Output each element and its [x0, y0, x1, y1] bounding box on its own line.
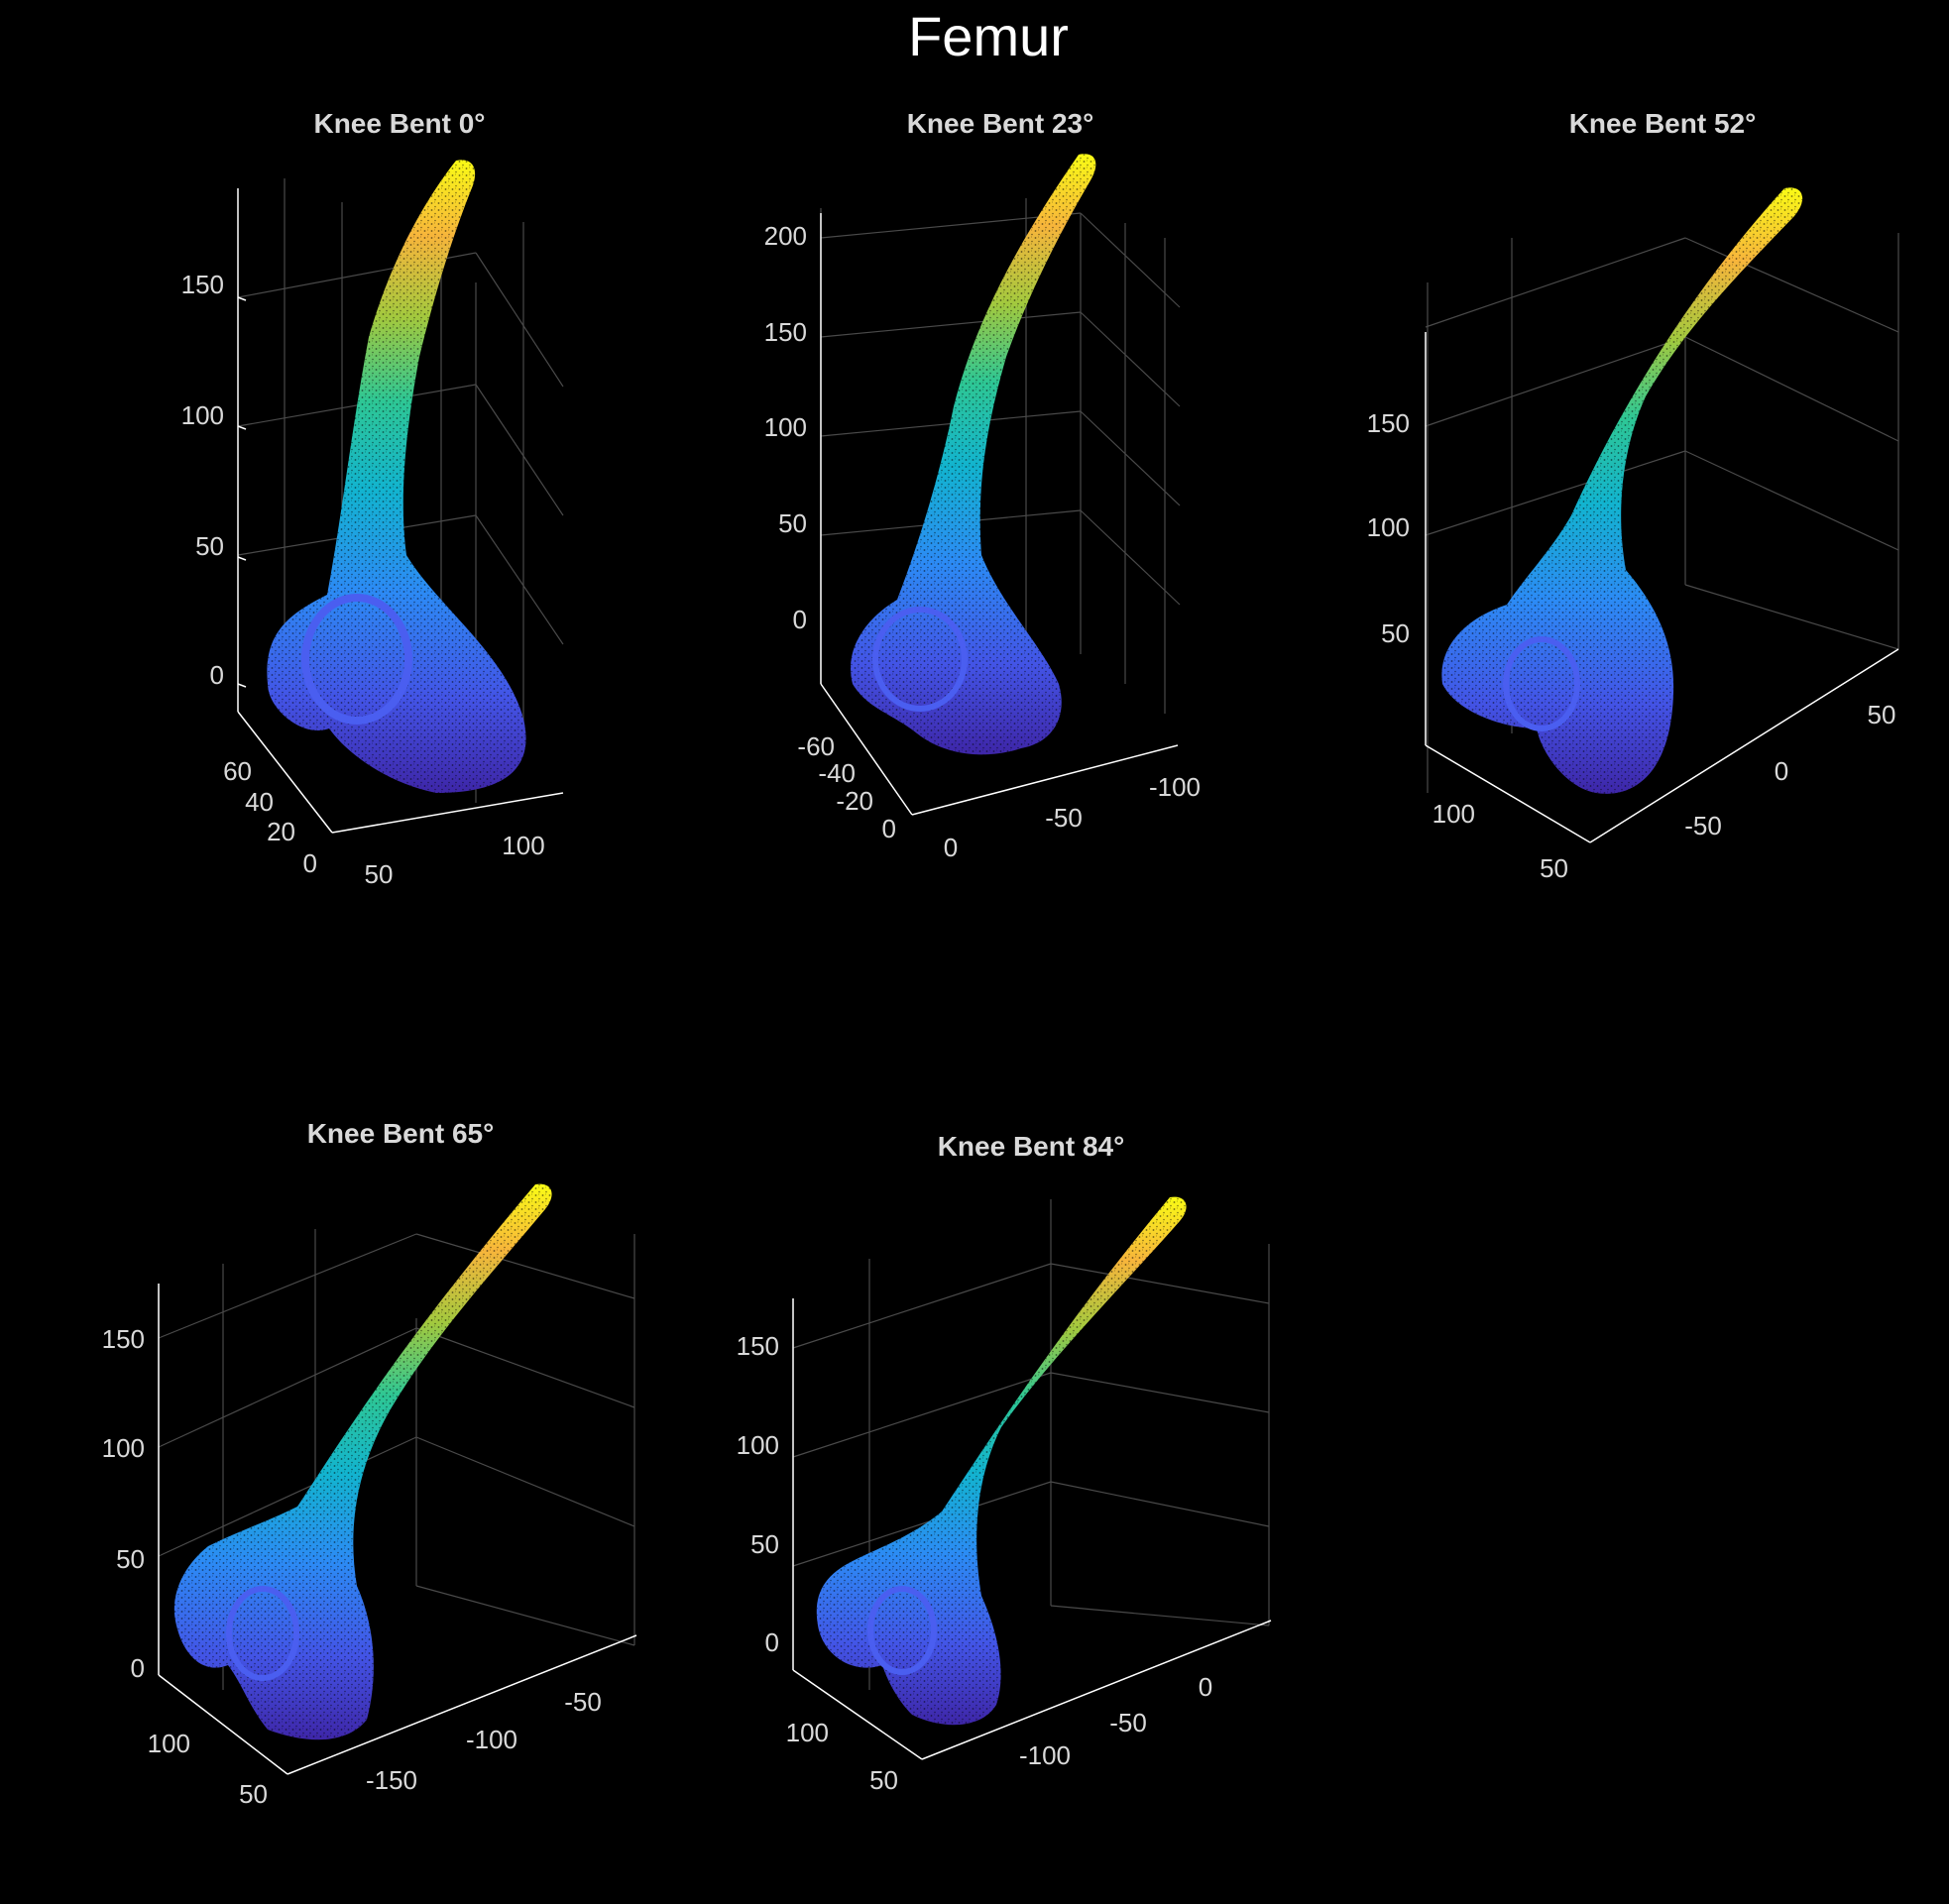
condyle-ring [872, 607, 968, 712]
tick-label: 0 [793, 605, 807, 634]
tick-label: 100 [181, 400, 224, 430]
y-axis-ticks: 50 100 [1433, 799, 1568, 883]
z-axis-ticks: 50 100 150 [1367, 408, 1410, 648]
z-axis-ticks: 0 50 100 150 [737, 1331, 779, 1657]
axes-lines [237, 188, 564, 834]
tick-label: -50 [1684, 811, 1722, 840]
x-axis-ticks: 0 -50 -100 [944, 772, 1201, 862]
axes-lines [820, 213, 1179, 816]
grid-lines [1425, 233, 1899, 793]
axes-lines [158, 1284, 637, 1775]
tick-label: 50 [750, 1529, 779, 1559]
tick-label: 100 [148, 1729, 190, 1758]
tick-label: -40 [818, 758, 856, 788]
condyle-ring [226, 1586, 299, 1681]
tick-label: 0 [131, 1653, 145, 1683]
y-axis-ticks: 50 100 [786, 1718, 898, 1795]
tick-label: 150 [737, 1331, 779, 1361]
tick-label: 50 [365, 859, 394, 889]
panel-title: Knee Bent 23° [907, 108, 1094, 139]
tick-label: 50 [1540, 853, 1568, 883]
tick-label: 100 [786, 1718, 829, 1747]
tick-label: -20 [836, 786, 873, 816]
x-axis-ticks: -100 -50 0 [1019, 1672, 1212, 1770]
tick-label: 0 [1775, 756, 1788, 786]
tick-label: -50 [1045, 803, 1083, 833]
tick-label: 0 [944, 833, 958, 862]
panel-title: Knee Bent 52° [1569, 108, 1757, 139]
axes-lines [792, 1298, 1272, 1760]
tick-label: -100 [1149, 772, 1201, 802]
panel-title: Knee Bent 84° [938, 1131, 1125, 1162]
tick-label: 50 [778, 508, 807, 538]
tick-label: 50 [1868, 700, 1896, 729]
tick-label: 0 [303, 848, 317, 878]
grid-lines [237, 178, 564, 803]
axes-lines [1425, 332, 1899, 843]
y-axis-ticks: 0 20 40 60 [223, 756, 317, 878]
tick-label: 20 [267, 817, 295, 846]
tick-label: 200 [764, 221, 807, 251]
z-axis-ticks: 0 50 100 150 200 [764, 221, 807, 634]
tick-label: 150 [181, 270, 224, 299]
tick-label: -50 [564, 1687, 602, 1717]
tick-label: 40 [245, 787, 274, 817]
tick-label: -100 [466, 1725, 517, 1754]
panel-knee-bent-65: Knee Bent 65° 0 50 100 150 [102, 1118, 637, 1809]
tick-label: 50 [239, 1779, 268, 1809]
x-axis-ticks: -150 -100 -50 [366, 1687, 602, 1795]
tick-label: 150 [1367, 408, 1410, 438]
tick-label: 50 [116, 1544, 145, 1574]
tick-label: 100 [764, 412, 807, 442]
tick-label: 50 [195, 531, 224, 561]
tick-label: -100 [1019, 1740, 1071, 1770]
tick-label: 150 [102, 1324, 145, 1354]
tick-label: 100 [737, 1430, 779, 1460]
y-axis-ticks: 50 100 [148, 1729, 268, 1809]
tick-label: -60 [797, 731, 835, 761]
panel-knee-bent-84: Knee Bent 84° 0 50 100 150 [737, 1131, 1272, 1795]
y-axis-ticks: 0 -20 -40 -60 [797, 731, 896, 843]
tick-label: 150 [764, 317, 807, 347]
x-axis-ticks: 50 100 [365, 831, 545, 889]
x-axis-ticks: -50 0 50 [1684, 700, 1895, 840]
z-axis-ticks: 0 50 100 150 [181, 270, 247, 690]
tick-label: 0 [210, 660, 224, 690]
tick-label: 0 [765, 1627, 779, 1657]
tick-label: 100 [1433, 799, 1475, 829]
tick-label: 100 [502, 831, 544, 860]
condyle-ring [1503, 636, 1580, 731]
tick-label: -150 [366, 1765, 417, 1795]
panel-title: Knee Bent 0° [313, 108, 485, 139]
z-axis-ticks: 0 50 100 150 [102, 1324, 145, 1683]
tick-label: -50 [1109, 1708, 1147, 1737]
tick-label: 100 [1367, 512, 1410, 542]
tick-label: 0 [1199, 1672, 1212, 1702]
condyle-ring [301, 594, 412, 725]
panel-title: Knee Bent 65° [307, 1118, 495, 1149]
figure-title: Femur [908, 5, 1069, 67]
tick-label: 100 [102, 1433, 145, 1463]
tick-label: 50 [1381, 618, 1410, 648]
panel-knee-bent-0: Knee Bent 0° 0 50 [181, 108, 564, 889]
tick-label: 0 [882, 814, 896, 843]
grid-lines [792, 1199, 1270, 1690]
panel-knee-bent-52: Knee Bent 52° 50 100 150 50 [1367, 108, 1899, 883]
panel-knee-bent-23: Knee Bent 23° 0 50 100 1 [764, 108, 1201, 862]
tick-label: 60 [223, 756, 252, 786]
condyle-ring [867, 1586, 937, 1675]
tick-label: 50 [869, 1765, 898, 1795]
